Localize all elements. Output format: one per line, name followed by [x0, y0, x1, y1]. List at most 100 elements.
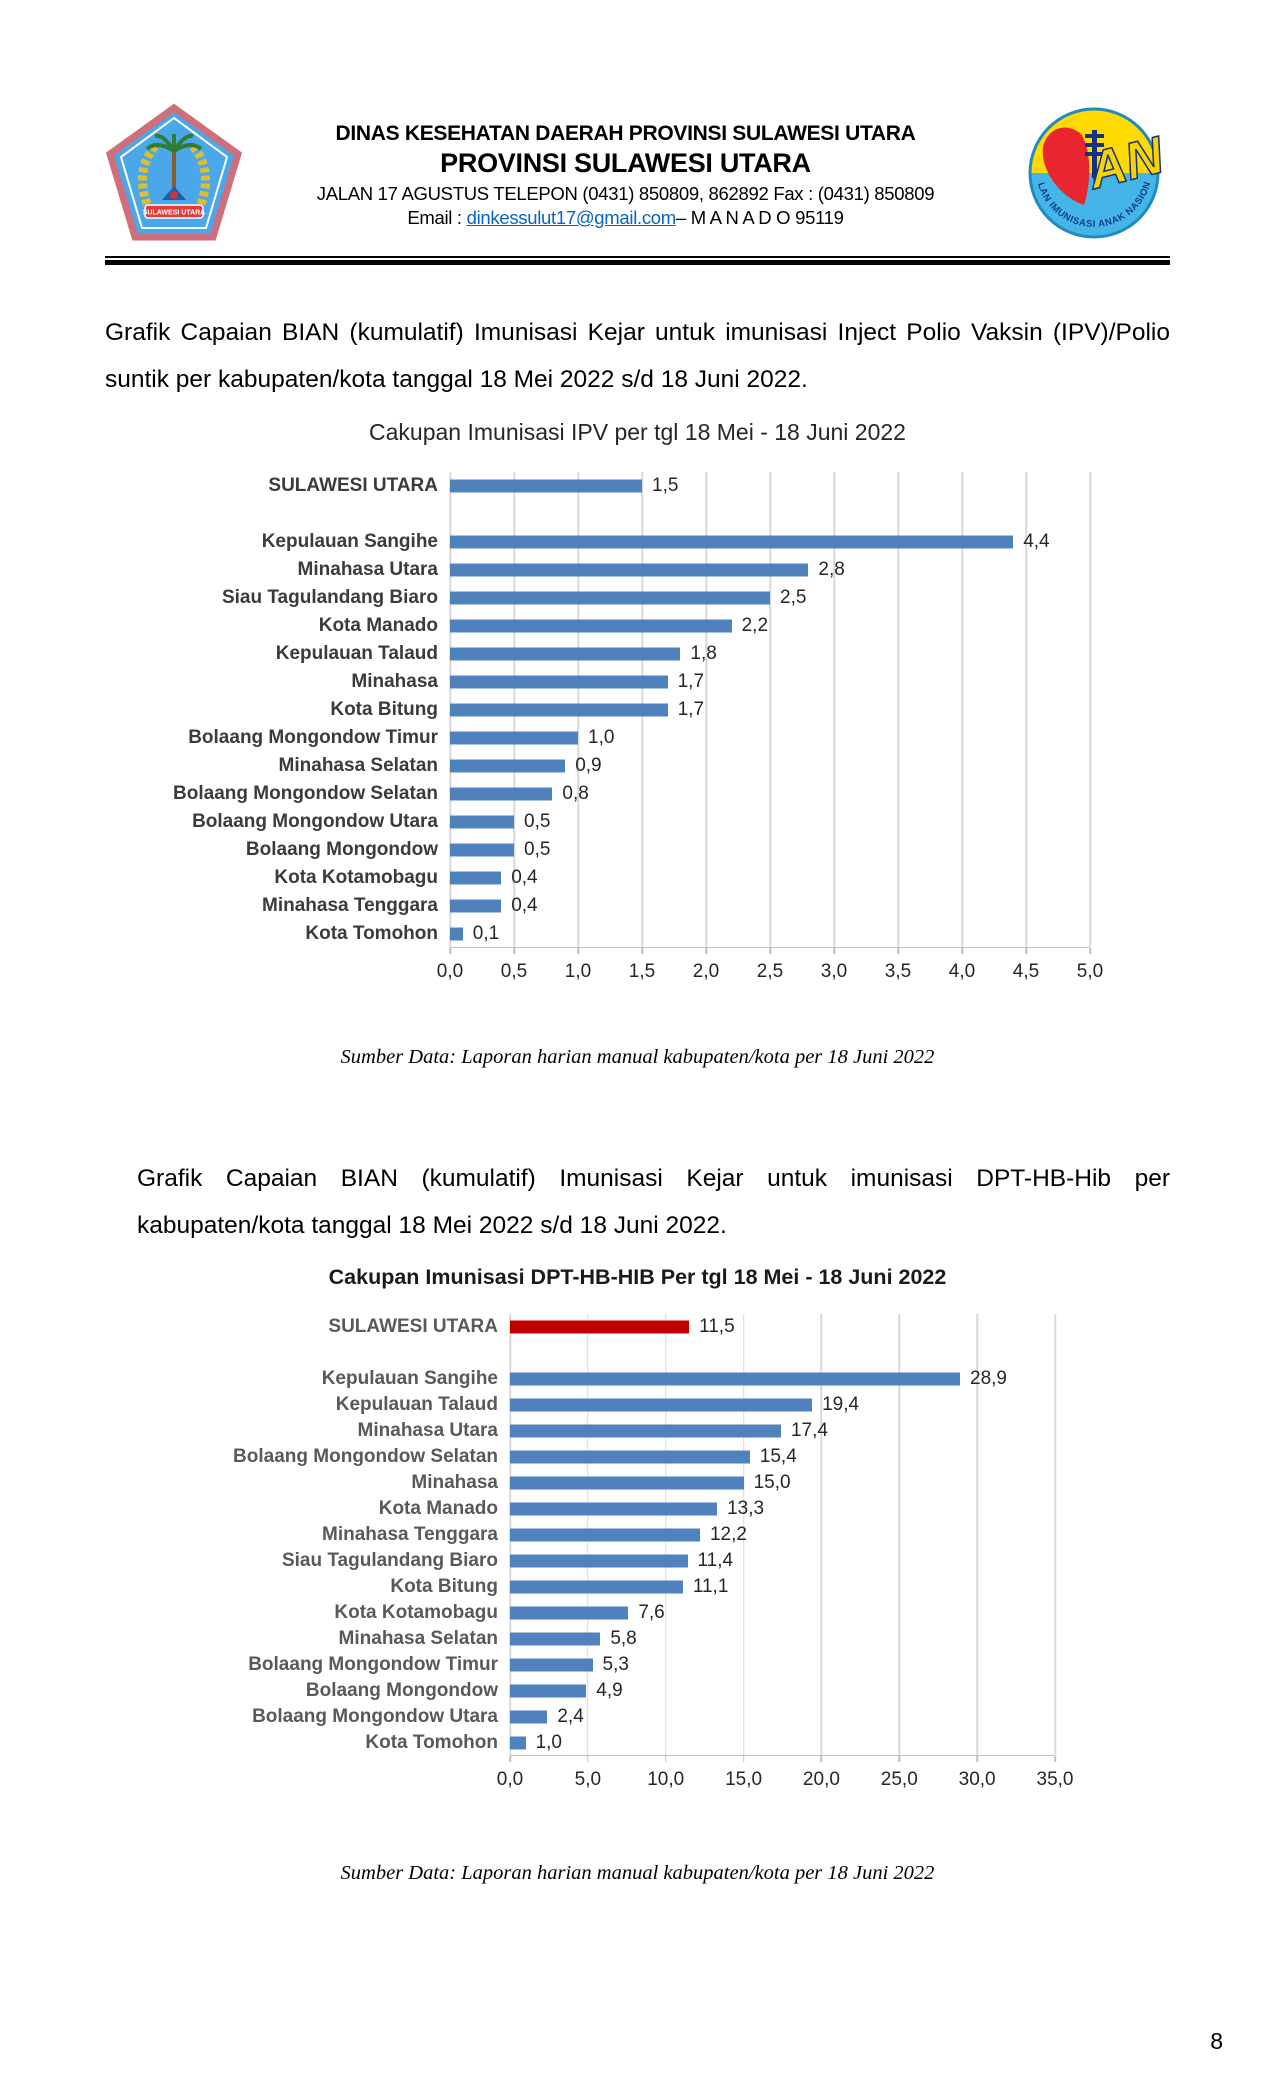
- letterhead: SULAWESI UTARA DINAS KESEHATAN DAERAH PR…: [105, 96, 1171, 247]
- bar: [510, 1320, 690, 1334]
- chart-row: Bolaang Mongondow 0,5: [105, 836, 1170, 864]
- chart-row: Kepulauan Sangihe 28,9: [190, 1366, 1170, 1392]
- x-tick-label: 35,0: [1036, 1769, 1074, 1790]
- bar: [510, 1450, 750, 1464]
- value-label: 15,0: [753, 1472, 791, 1493]
- bar: [510, 1736, 526, 1750]
- gridline: [976, 1314, 978, 1755]
- category-label: Bolaang Mongondow Utara: [252, 1706, 498, 1727]
- chart-ipv-title: Cakupan Imunisasi IPV per tgl 18 Mei - 1…: [369, 419, 906, 445]
- chart-row: Minahasa Tenggara 12,2: [190, 1522, 1170, 1548]
- bar: [450, 619, 732, 633]
- address-line: JALAN 17 AGUSTUS TELEPON (0431) 850809, …: [316, 183, 935, 204]
- value-label: 1,7: [677, 699, 705, 720]
- value-label: 0,1: [472, 923, 500, 944]
- category-label: Kota Bitung: [330, 699, 438, 720]
- tick-mark: [641, 948, 643, 954]
- bar: [510, 1398, 813, 1412]
- x-tick-label: 3,5: [884, 961, 912, 982]
- category-label: Kepulauan Sangihe: [261, 531, 438, 552]
- value-label: 11,5: [699, 1316, 735, 1337]
- category-label: Minahasa Selatan: [278, 755, 438, 776]
- bar: [510, 1502, 718, 1516]
- x-tick-label: 5,0: [574, 1769, 602, 1790]
- chart-row: Kota Tomohon 0,1: [105, 920, 1170, 948]
- bar-track: 0,1: [450, 920, 1090, 948]
- bar-track: 2,4: [510, 1704, 1055, 1730]
- bian-heart-icon: [1042, 127, 1090, 205]
- province-name: PROVINSI SULAWESI UTARA: [440, 148, 811, 178]
- bar: [450, 815, 514, 829]
- bar-track: 7,6: [510, 1600, 1055, 1626]
- value-label: 2,5: [780, 587, 807, 608]
- seal-banner-text: SULAWESI UTARA: [143, 210, 205, 217]
- x-tick-label: 25,0: [880, 1769, 918, 1790]
- bar-track: 1,7: [450, 668, 1090, 696]
- chart-row: Bolaang Mongondow Selatan 15,4: [190, 1444, 1170, 1470]
- category-label: Bolaang Mongondow Timur: [248, 1654, 498, 1675]
- chart-dpt: Cakupan Imunisasi DPT-HB-HIB Per tgl 18 …: [105, 1265, 1170, 1804]
- x-tick-label: 5,0: [1076, 961, 1104, 982]
- chart-row: Kota Manado 13,3: [190, 1496, 1170, 1522]
- chart-dpt-canvas: SULAWESI UTARA 11,5 Kepulauan Sangihe 28,9 K…: [190, 1314, 1170, 1804]
- value-label: 28,9: [970, 1368, 1007, 1389]
- value-label: 5,3: [602, 1654, 629, 1675]
- x-tick-label: 0,0: [436, 961, 464, 982]
- bar: [510, 1476, 744, 1490]
- gridline: [1089, 472, 1091, 947]
- chart-row: SULAWESI UTARA 1,5: [105, 472, 1170, 500]
- value-label: 0,8: [562, 783, 589, 804]
- chart-dpt-title: Cakupan Imunisasi DPT-HB-HIB Per tgl 18 …: [328, 1265, 947, 1289]
- x-tick-label: 1,5: [628, 961, 656, 982]
- value-label: 11,4: [697, 1550, 734, 1571]
- chart-ipv-canvas: SULAWESI UTARA 1,5 Kepulauan Sangihe 4,4 Min…: [105, 472, 1170, 996]
- value-label: 7,6: [638, 1602, 665, 1623]
- category-label: Kota Kotamobagu: [274, 867, 438, 888]
- bar: [510, 1554, 688, 1568]
- value-label: 19,4: [822, 1394, 860, 1415]
- bar: [450, 787, 553, 801]
- source-note-1: Sumber Data: Laporan harian manual kabup…: [340, 1046, 935, 1068]
- gridline: [742, 1314, 745, 1755]
- paragraph-dpt: Grafik Capaian BIAN (kumulatif) Imunisas…: [137, 1165, 1170, 1239]
- bar: [510, 1710, 548, 1724]
- bar-track: 28,9: [510, 1366, 1055, 1392]
- value-label: 0,4: [511, 867, 538, 888]
- category-label: Minahasa Utara: [297, 559, 438, 580]
- gridline: [1054, 1314, 1056, 1755]
- value-label: 0,5: [524, 811, 551, 832]
- category-label: Bolaang Mongondow Selatan: [233, 1446, 498, 1467]
- chart-row: Kota Tomohon 1,0: [190, 1730, 1170, 1756]
- tick-mark: [898, 1756, 901, 1762]
- bar-track: 4,4: [450, 528, 1090, 556]
- bian-circle-icon: AN BULAN IMUNISASI ANAK NASIONAL: [1014, 96, 1171, 239]
- category-label: Kepulauan Sangihe: [321, 1368, 498, 1389]
- tick-mark: [705, 948, 707, 954]
- value-label: 15,4: [759, 1446, 797, 1467]
- bar: [450, 843, 514, 857]
- chart-row: Kota Kotamobagu 0,4: [105, 864, 1170, 892]
- bar-track: [510, 1340, 1055, 1366]
- bar-track: 11,4: [510, 1548, 1055, 1574]
- value-label: 2,4: [557, 1706, 584, 1727]
- gridline: [705, 472, 707, 947]
- chart-row: Bolaang Mongondow Selatan 0,8: [105, 780, 1170, 808]
- bar-track: 11,5: [510, 1314, 1055, 1340]
- x-tick-label: 15,0: [725, 1769, 763, 1790]
- value-label: 12,2: [709, 1524, 747, 1545]
- chart-row: Bolaang Mongondow 4,9: [190, 1678, 1170, 1704]
- value-label: 0,9: [575, 755, 602, 776]
- spacer-row: [190, 1340, 1170, 1366]
- bar-track: 13,3: [510, 1496, 1055, 1522]
- bar-track: 1,0: [510, 1730, 1055, 1756]
- bar-track: 15,0: [510, 1470, 1055, 1496]
- category-label: Minahasa: [351, 671, 438, 692]
- email-link[interactable]: dinkessulut17@gmail.com: [466, 207, 677, 228]
- bar-track: 0,9: [450, 752, 1090, 780]
- sulawesi-utara-seal-logo: SULAWESI UTARA: [105, 103, 243, 247]
- tick-mark: [976, 1756, 978, 1762]
- category-label: Minahasa Tenggara: [262, 895, 438, 916]
- category-label: Bolaang Mongondow Timur: [188, 727, 438, 748]
- value-label: 5,8: [610, 1628, 637, 1649]
